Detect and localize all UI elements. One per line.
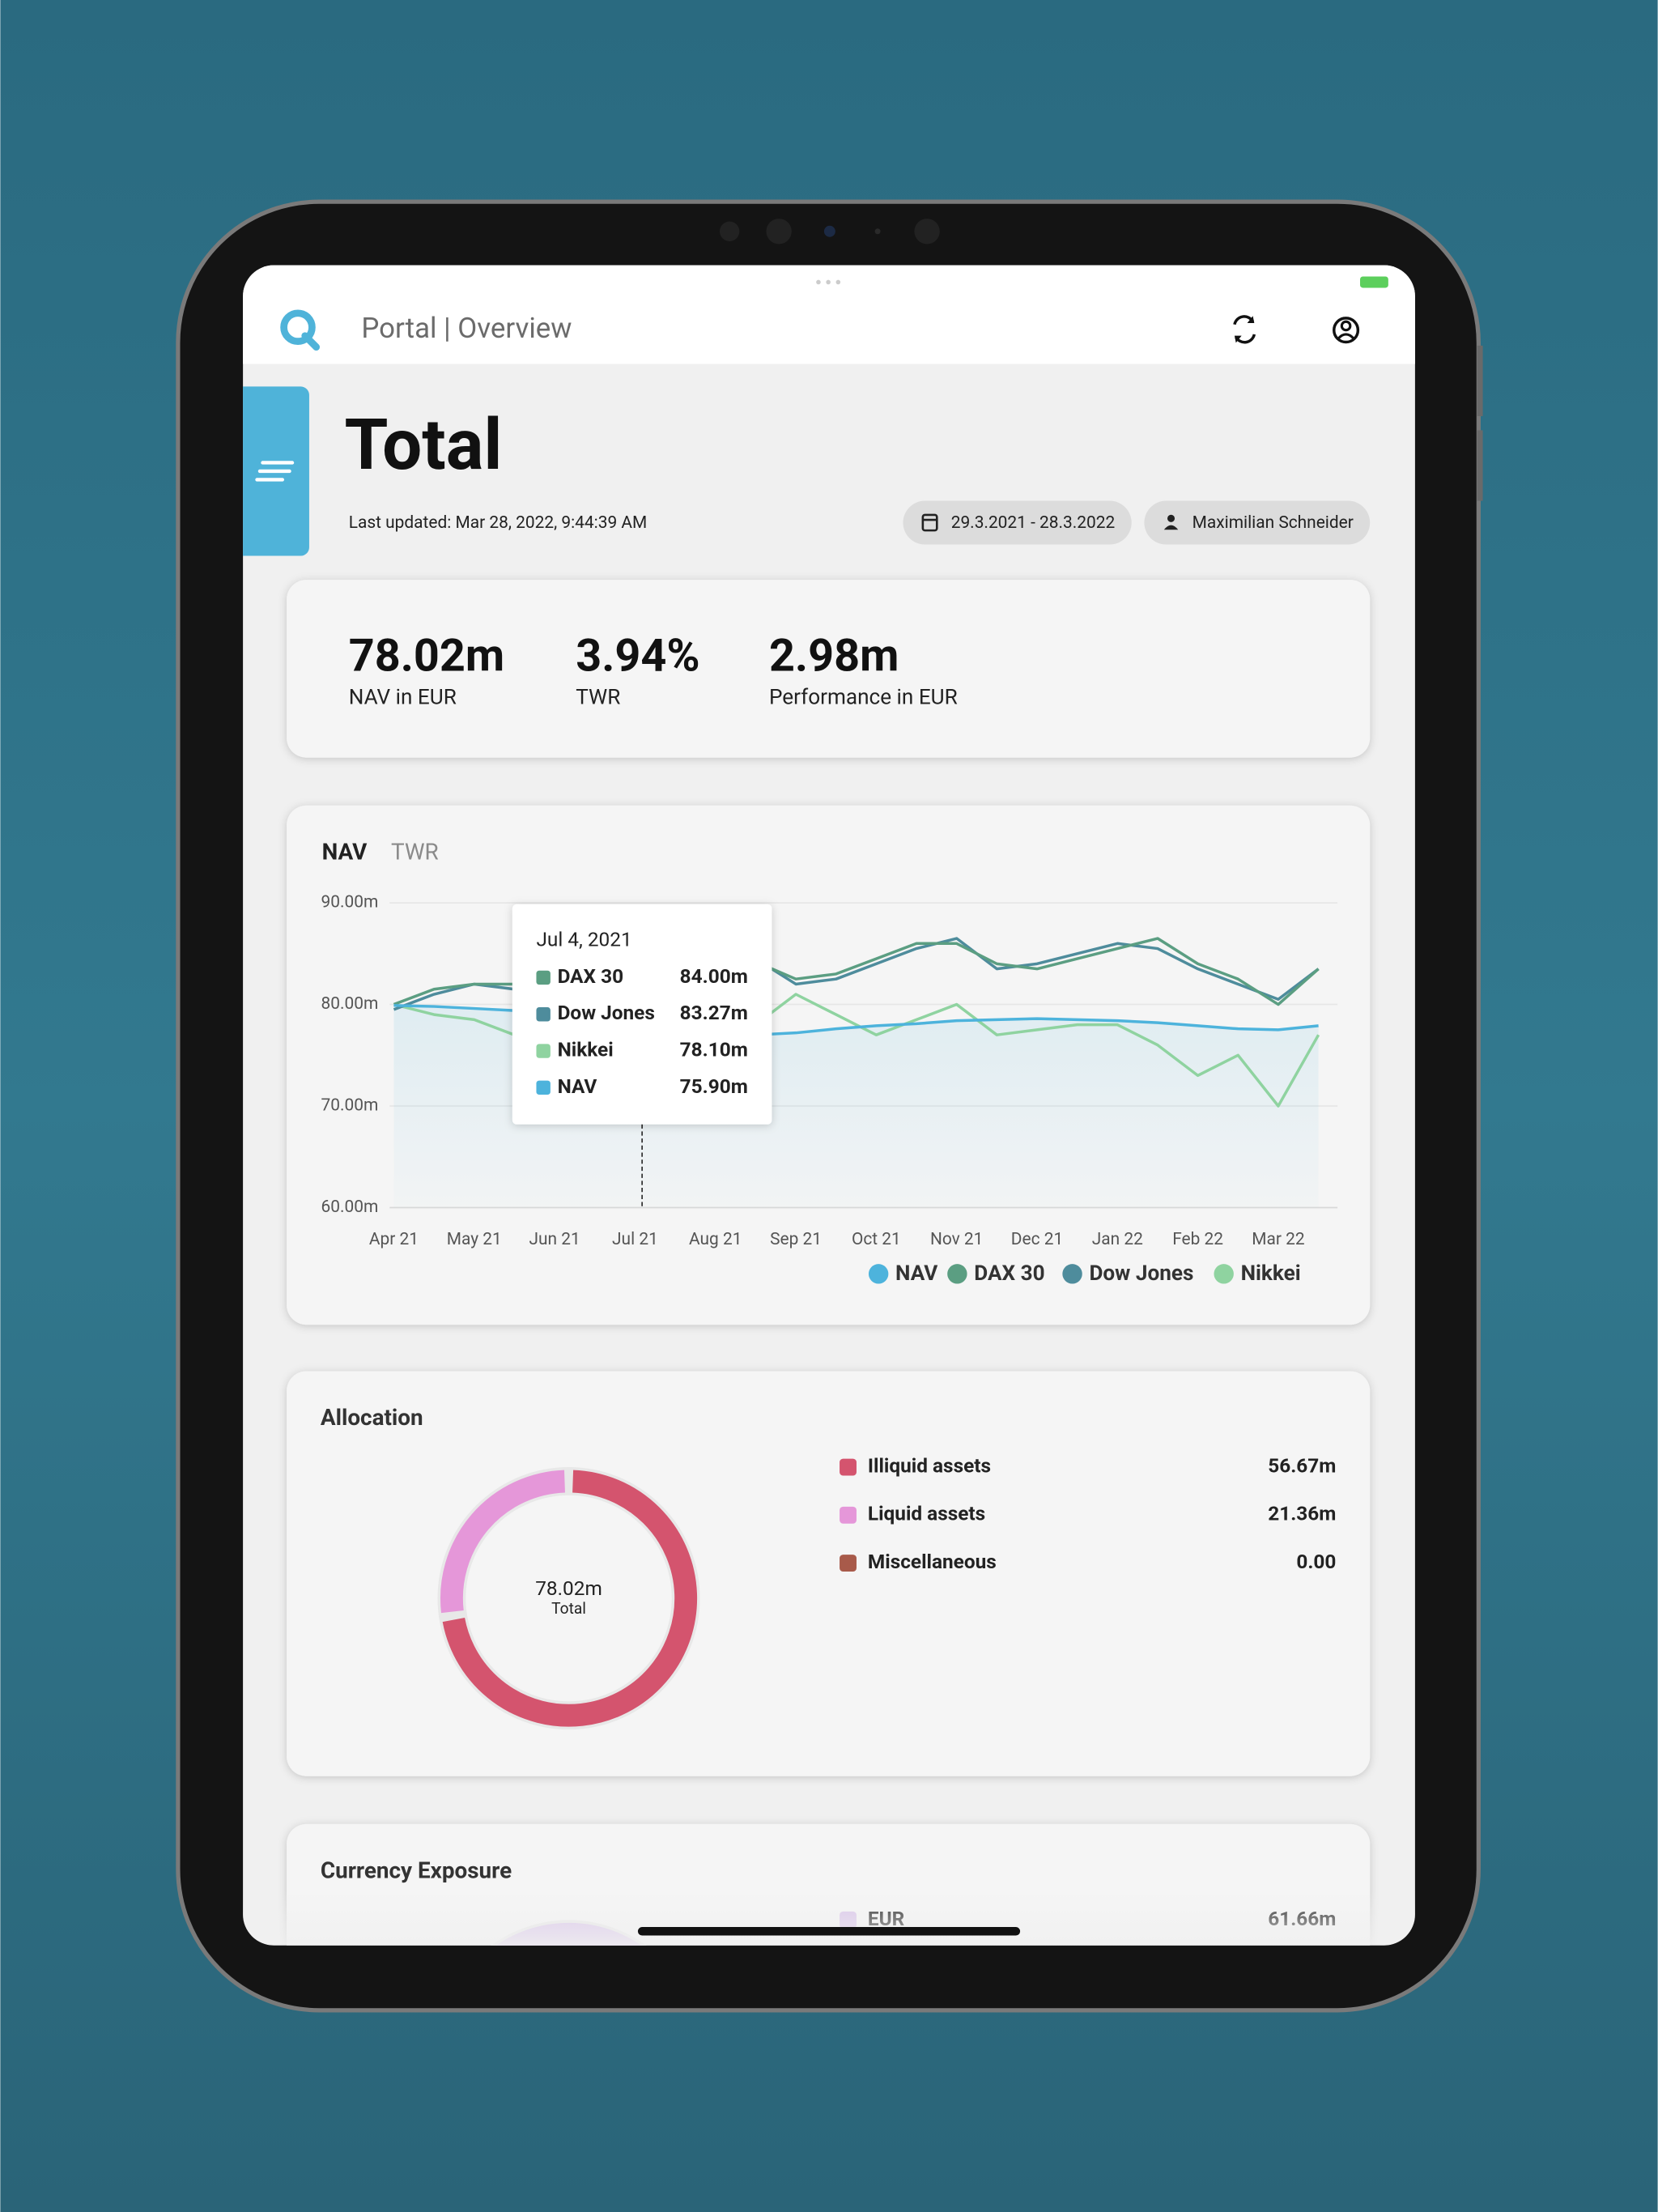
legend-label: DAX 30 (974, 1261, 1044, 1286)
legend-value: 21.36m (1268, 1502, 1336, 1525)
status-dots (816, 279, 841, 285)
y-tick-label: 80.00m (321, 994, 379, 1014)
x-tick-label: Jan 22 (1092, 1230, 1143, 1249)
legend-swatch (1214, 1264, 1234, 1284)
app-title: Portal | Overview (361, 312, 572, 345)
allocation-chart: Allocation Illiquid assets 56.67m Liquid as… (321, 1404, 1336, 1730)
legend-swatch (1062, 1264, 1082, 1284)
metric-label: TWR (576, 685, 620, 709)
y-tick-label: 60.00m (321, 1197, 379, 1217)
tooltip-value: 83.27m (680, 1001, 748, 1024)
card-title: Currency Exposure (321, 1857, 512, 1883)
user-name: Maximilian Schneider (1192, 513, 1354, 533)
chart-tab[interactable]: NAV (322, 838, 368, 865)
tooltip-swatch (536, 1007, 551, 1022)
x-tick-label: Apr 21 (369, 1230, 419, 1249)
camera (719, 219, 940, 245)
donut-center-label: Total (551, 1599, 586, 1618)
legend: Nikkei Dow Jones DAX 30 NAV (868, 1261, 1301, 1286)
metric-label: Performance in EUR (769, 685, 958, 709)
summary: 78.02m NAV in EUR 3.94% TWR 2.98m Performance… (349, 628, 958, 709)
card-title: Allocation (321, 1404, 423, 1431)
summary-card (287, 580, 1371, 758)
x-tick-label: Feb 22 (1172, 1230, 1223, 1249)
tooltip-value: 75.90m (680, 1074, 748, 1098)
nav-chart: NAV TWR 60.00m 70.00m 80.00m 90.00m Apr 21 May … (321, 838, 1338, 1286)
metric-value: 78.02m (349, 628, 504, 682)
x-tick-label: Oct 21 (852, 1230, 901, 1249)
x-tick-label: Mar 22 (1252, 1230, 1304, 1249)
tooltip-box (512, 904, 772, 1125)
y-tick-label: 70.00m (321, 1096, 379, 1116)
refresh-button[interactable] (1233, 315, 1256, 344)
date-range-chip[interactable]: 29.3.2021 - 28.3.2022 (903, 500, 1132, 545)
legend-swatch (840, 1506, 857, 1524)
metric-value: 3.94% (576, 628, 699, 682)
scroll-fade (243, 1890, 1415, 1946)
legend-label: Dow Jones (1089, 1261, 1193, 1286)
tooltip: Jul 4, 2021 DAX 30 84.00m Dow Jones 83.27m Ni… (512, 904, 772, 1208)
legend-label: Miscellaneous (868, 1550, 997, 1573)
x-tick-label: Sep 21 (770, 1230, 822, 1249)
y-tick-label: 90.00m (321, 893, 379, 912)
tooltip-name: NAV (558, 1074, 597, 1098)
device-button (1477, 430, 1483, 501)
device-button (1477, 345, 1483, 416)
donut-segment (442, 1470, 698, 1727)
legend-swatch (868, 1264, 889, 1284)
battery (1359, 276, 1388, 288)
x-tick-label: Nov 21 (930, 1230, 983, 1249)
app: Portal | Overview Total Last updated: Ma… (226, 265, 1415, 1946)
menu-tab[interactable] (226, 386, 309, 556)
x-tick-label: Jul 21 (612, 1230, 658, 1249)
tooltip-date: Jul 4, 2021 (536, 928, 631, 951)
tooltip-swatch (536, 970, 551, 985)
donut-segment (440, 1470, 566, 1614)
legend-label: Nikkei (1241, 1261, 1301, 1286)
legend-label: Illiquid assets (868, 1453, 991, 1477)
account-button[interactable] (1333, 317, 1360, 344)
donut-center-value: 78.02m (535, 1576, 602, 1600)
legend-value: 56.67m (1268, 1453, 1336, 1477)
x-tick-label: Dec 21 (1011, 1230, 1063, 1249)
tooltip-value: 78.10m (680, 1037, 748, 1061)
legend-swatch (947, 1264, 967, 1284)
tooltip-name: DAX 30 (558, 964, 623, 988)
legend-value: 0.00 (1296, 1550, 1336, 1573)
home-indicator (637, 1927, 1021, 1936)
tooltip-name: Nikkei (558, 1037, 614, 1061)
page-title: Total (345, 404, 503, 487)
user-chip[interactable]: Maximilian Schneider (1144, 500, 1371, 545)
x-tick-label: Aug 21 (689, 1230, 742, 1249)
legend-swatch (840, 1555, 857, 1572)
logo (280, 309, 321, 351)
legend-swatch (840, 1458, 857, 1476)
tooltip-swatch (536, 1044, 551, 1058)
tooltip-value: 84.00m (680, 964, 748, 988)
tooltip-swatch (536, 1080, 551, 1095)
metric-label: NAV in EUR (349, 685, 457, 709)
chart-tab[interactable]: TWR (391, 838, 439, 865)
date-range: 29.3.2021 - 28.3.2022 (951, 513, 1116, 533)
legend-label: Liquid assets (868, 1502, 985, 1525)
tooltip-name: Dow Jones (558, 1001, 655, 1024)
last-updated: Last updated: Mar 28, 2022, 9:44:39 AM (349, 513, 648, 533)
x-tick-label: May 21 (447, 1230, 502, 1249)
metric-value: 2.98m (769, 628, 899, 682)
legend-label: NAV (895, 1261, 937, 1286)
x-tick-label: Jun 21 (529, 1230, 580, 1249)
